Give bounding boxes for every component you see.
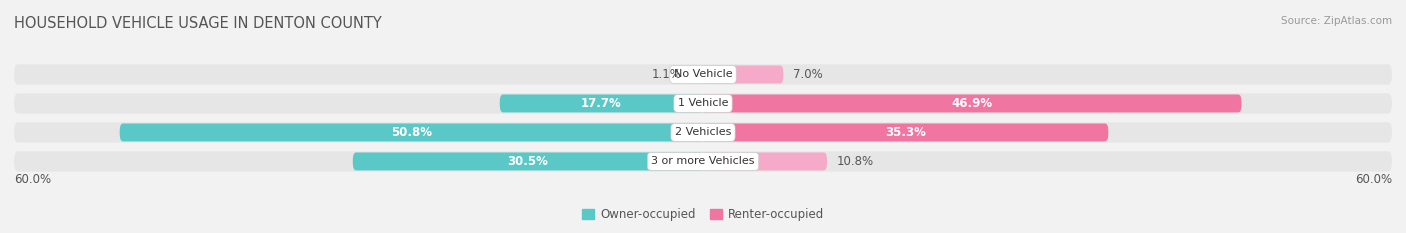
FancyBboxPatch shape: [14, 93, 1392, 114]
Text: 30.5%: 30.5%: [508, 155, 548, 168]
FancyBboxPatch shape: [14, 64, 1392, 85]
Text: 10.8%: 10.8%: [837, 155, 873, 168]
Text: 46.9%: 46.9%: [952, 97, 993, 110]
Text: Source: ZipAtlas.com: Source: ZipAtlas.com: [1281, 16, 1392, 26]
Text: HOUSEHOLD VEHICLE USAGE IN DENTON COUNTY: HOUSEHOLD VEHICLE USAGE IN DENTON COUNTY: [14, 16, 382, 31]
Text: 1 Vehicle: 1 Vehicle: [678, 99, 728, 108]
Text: 35.3%: 35.3%: [886, 126, 927, 139]
Text: 7.0%: 7.0%: [793, 68, 823, 81]
FancyBboxPatch shape: [703, 65, 783, 83]
FancyBboxPatch shape: [703, 152, 827, 170]
FancyBboxPatch shape: [120, 123, 703, 141]
FancyBboxPatch shape: [353, 152, 703, 170]
FancyBboxPatch shape: [690, 65, 703, 83]
Text: 60.0%: 60.0%: [14, 173, 51, 186]
Text: 3 or more Vehicles: 3 or more Vehicles: [651, 156, 755, 166]
Legend: Owner-occupied, Renter-occupied: Owner-occupied, Renter-occupied: [578, 203, 828, 225]
Text: 2 Vehicles: 2 Vehicles: [675, 127, 731, 137]
Text: 50.8%: 50.8%: [391, 126, 432, 139]
FancyBboxPatch shape: [14, 122, 1392, 143]
Text: No Vehicle: No Vehicle: [673, 69, 733, 79]
Text: 60.0%: 60.0%: [1355, 173, 1392, 186]
FancyBboxPatch shape: [499, 94, 703, 113]
FancyBboxPatch shape: [703, 94, 1241, 113]
Text: 17.7%: 17.7%: [581, 97, 621, 110]
FancyBboxPatch shape: [14, 151, 1392, 171]
FancyBboxPatch shape: [703, 123, 1108, 141]
Text: 1.1%: 1.1%: [651, 68, 681, 81]
